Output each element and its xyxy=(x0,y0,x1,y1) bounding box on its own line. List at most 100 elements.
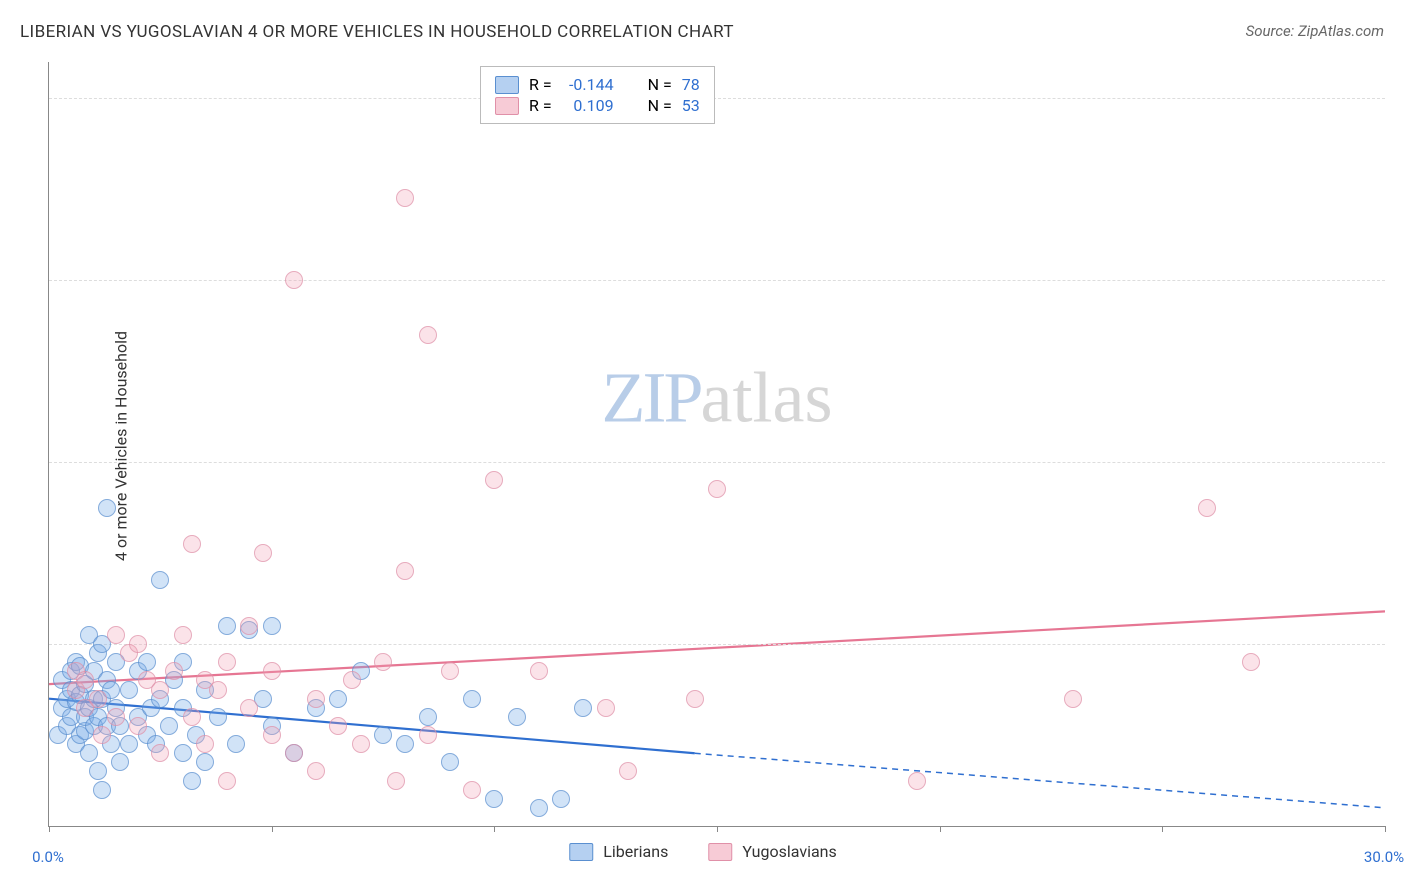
watermark: ZIPatlas xyxy=(602,357,833,440)
yugoslavians-point xyxy=(218,772,236,790)
yugoslavians-point xyxy=(597,699,615,717)
n-value: 78 xyxy=(682,75,700,94)
liberians-point xyxy=(263,617,281,635)
gridline xyxy=(49,280,1385,281)
liberians-point xyxy=(374,726,392,744)
x-tick-mark xyxy=(717,826,718,832)
liberians-point xyxy=(120,681,138,699)
y-tick-label: 10.0% xyxy=(1395,635,1406,653)
liberians-point xyxy=(151,571,169,589)
liberians-point xyxy=(329,690,347,708)
yugoslavians-point xyxy=(396,562,414,580)
n-label: N = xyxy=(648,75,672,94)
x-tick-mark xyxy=(49,826,50,832)
yugoslavians-point xyxy=(1198,499,1216,517)
liberians-point xyxy=(174,744,192,762)
liberians-point xyxy=(552,790,570,808)
yugoslavians-point xyxy=(254,544,272,562)
x-tick-label: 0.0% xyxy=(32,848,64,866)
liberians-point xyxy=(111,753,129,771)
plot-area: ZIPatlas 10.0%20.0%30.0%40.0% xyxy=(48,62,1385,827)
pink-swatch xyxy=(708,843,732,861)
n-label: N = xyxy=(648,96,672,115)
liberians-point xyxy=(93,781,111,799)
y-tick-label: 40.0% xyxy=(1395,89,1406,107)
x-tick-label: 30.0% xyxy=(1364,848,1404,866)
yugoslavians-point xyxy=(89,690,107,708)
yugoslavians-point xyxy=(352,735,370,753)
liberians-point xyxy=(463,690,481,708)
yugoslavians-point xyxy=(209,681,227,699)
stats-legend: R =-0.144N =78R =0.109N =53 xyxy=(480,66,715,124)
yugoslavians-point xyxy=(129,717,147,735)
x-tick-mark xyxy=(272,826,273,832)
yugoslavians-point xyxy=(307,762,325,780)
chart-container: LIBERIAN VS YUGOSLAVIAN 4 OR MORE VEHICL… xyxy=(0,0,1406,892)
yugoslavians-point xyxy=(1064,690,1082,708)
yugoslavians-point xyxy=(240,617,258,635)
liberians-point xyxy=(227,735,245,753)
liberians-point xyxy=(120,735,138,753)
yugoslavians-point xyxy=(387,772,405,790)
gridline xyxy=(49,644,1385,645)
series-legend: Liberians Yugoslavians xyxy=(569,842,837,861)
legend-label: Yugoslavians xyxy=(742,842,836,861)
yugoslavians-point xyxy=(463,781,481,799)
yugoslavians-point xyxy=(908,772,926,790)
x-tick-mark xyxy=(1385,826,1386,832)
yugoslavians-point xyxy=(374,653,392,671)
yugoslavians-point xyxy=(343,671,361,689)
liberians-trendline-extension xyxy=(695,753,1385,808)
liberians-point xyxy=(89,762,107,780)
stats-legend-row: R =0.109N =53 xyxy=(495,96,700,115)
yugoslavians-point xyxy=(76,671,94,689)
yugoslavians-point xyxy=(183,708,201,726)
yugoslavians-point xyxy=(218,653,236,671)
gridline xyxy=(49,98,1385,99)
yugoslavians-point xyxy=(165,662,183,680)
yugoslavians-point xyxy=(285,271,303,289)
n-value: 53 xyxy=(682,96,700,115)
stats-legend-row: R =-0.144N =78 xyxy=(495,75,700,94)
yugoslavians-point xyxy=(196,735,214,753)
y-tick-label: 20.0% xyxy=(1395,453,1406,471)
blue-swatch xyxy=(569,843,593,861)
liberians-point xyxy=(396,735,414,753)
r-value: 0.109 xyxy=(562,96,614,115)
yugoslavians-point xyxy=(419,726,437,744)
liberians-point xyxy=(218,617,236,635)
yugoslavians-point xyxy=(329,717,347,735)
pink-swatch xyxy=(495,97,519,115)
r-label: R = xyxy=(529,75,552,94)
liberians-point xyxy=(530,799,548,817)
liberians-point xyxy=(574,699,592,717)
chart-title: LIBERIAN VS YUGOSLAVIAN 4 OR MORE VEHICL… xyxy=(20,22,734,42)
liberians-point xyxy=(98,499,116,517)
yugoslavians-point xyxy=(263,662,281,680)
gridline xyxy=(49,462,1385,463)
yugoslavians-point xyxy=(151,681,169,699)
yugoslavians-point xyxy=(396,189,414,207)
yugoslavians-point xyxy=(1242,653,1260,671)
yugoslavians-point xyxy=(708,480,726,498)
legend-item-liberians: Liberians xyxy=(569,842,668,861)
liberians-point xyxy=(183,772,201,790)
yugoslavians-point xyxy=(129,635,147,653)
liberians-point xyxy=(138,653,156,671)
x-tick-mark xyxy=(494,826,495,832)
yugoslavians-point xyxy=(151,744,169,762)
blue-swatch xyxy=(495,76,519,94)
legend-label: Liberians xyxy=(603,842,668,861)
yugoslavians-point xyxy=(686,690,704,708)
yugoslavians-point xyxy=(285,744,303,762)
liberians-point xyxy=(209,708,227,726)
yugoslavians-point xyxy=(441,662,459,680)
yugoslavians-point xyxy=(93,726,111,744)
y-tick-label: 30.0% xyxy=(1395,271,1406,289)
liberians-point xyxy=(508,708,526,726)
yugoslavians-point xyxy=(183,535,201,553)
yugoslavians-point xyxy=(174,626,192,644)
yugoslavians-point xyxy=(107,626,125,644)
legend-item-yugoslavians: Yugoslavians xyxy=(708,842,836,861)
liberians-point xyxy=(441,753,459,771)
